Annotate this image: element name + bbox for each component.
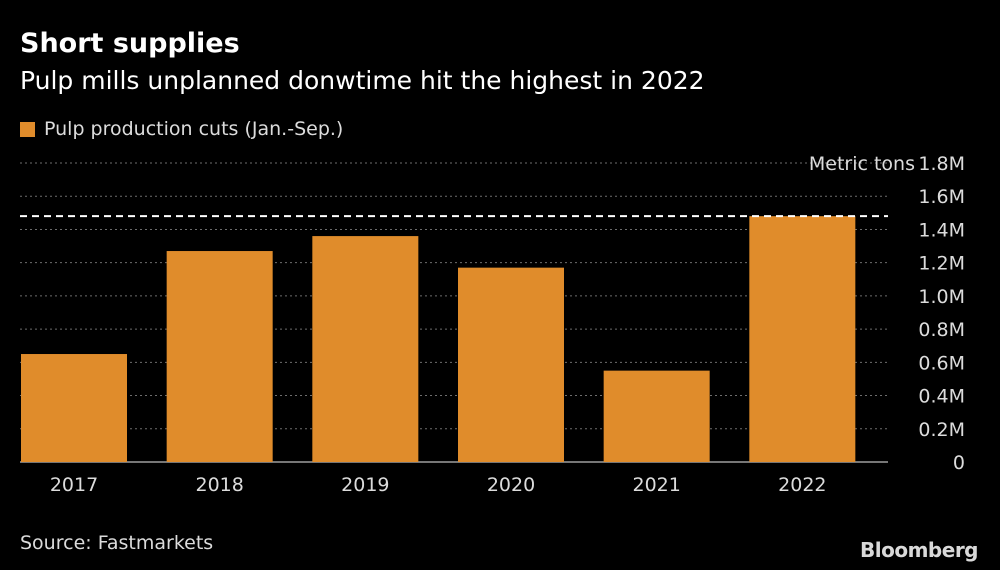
bloomberg-logo: Bloomberg [860, 538, 978, 562]
x-tick-label: 2022 [778, 474, 826, 496]
x-tick-label: 2017 [50, 474, 98, 496]
y-tick-label: 1.6M [918, 186, 965, 208]
legend-label: Pulp production cuts (Jan.-Sep.) [44, 118, 344, 140]
legend-swatch [20, 121, 35, 137]
source-note: Source: Fastmarkets [20, 532, 214, 554]
bar [312, 236, 419, 462]
y-tick-label: 1.0M [918, 286, 965, 308]
y-tick-label: 0.4M [918, 386, 965, 408]
x-tick-label: 2021 [632, 474, 680, 496]
bar [21, 354, 127, 462]
y-tick-label: 0.8M [918, 319, 965, 341]
y-tick-label: 0 [953, 452, 965, 474]
y-tick-label: 1.8M [918, 153, 965, 175]
y-tick-label: 1.4M [918, 219, 965, 241]
legend: Pulp production cuts (Jan.-Sep.) [20, 118, 343, 140]
bar [749, 216, 856, 462]
y-tick-label: 0.6M [918, 352, 965, 374]
x-tick-label: 2019 [341, 474, 389, 496]
y-axis-title: Metric tons [809, 153, 915, 175]
bar [603, 370, 710, 462]
y-tick-label: 0.2M [918, 419, 965, 441]
bar [166, 251, 273, 462]
y-tick-label: 1.2M [918, 253, 965, 275]
x-tick-label: 2020 [487, 474, 535, 496]
bar [458, 267, 564, 462]
chart-title: Short supplies [20, 28, 240, 59]
chart-subtitle: Pulp mills unplanned donwtime hit the hi… [20, 66, 705, 95]
x-tick-label: 2018 [195, 474, 243, 496]
